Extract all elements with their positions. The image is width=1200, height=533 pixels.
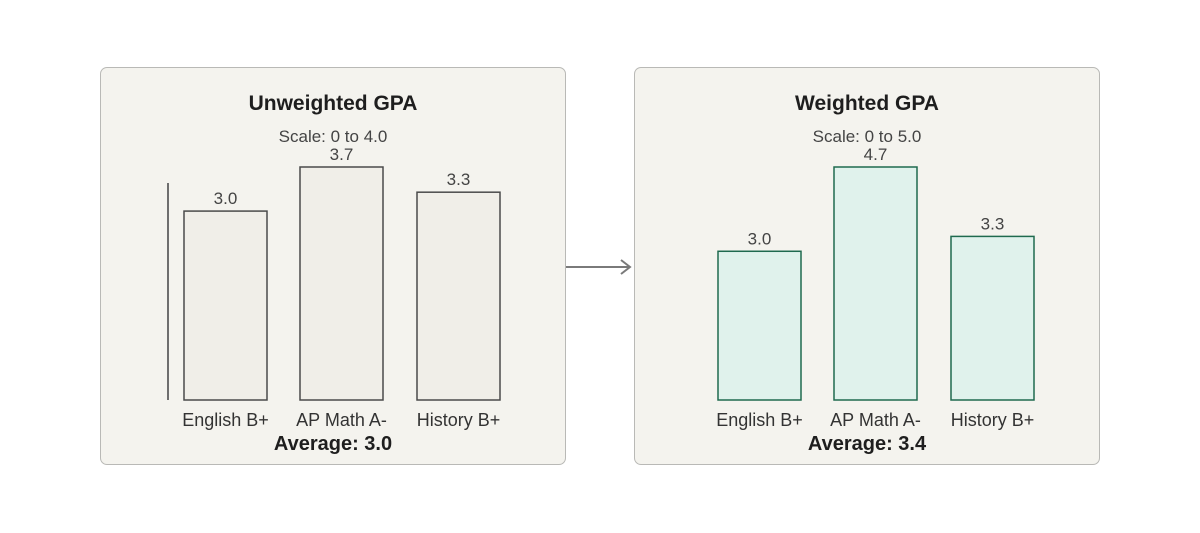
- bar: [950, 235, 1035, 401]
- bar: [416, 191, 501, 401]
- weighted-gpa-panel: Weighted GPA Scale: 0 to 5.0 3.0 English …: [634, 67, 1100, 465]
- arrow-right-icon: [566, 259, 632, 275]
- category-label: AP Math A-: [830, 410, 921, 430]
- weighted-gpa-bar-chart: 3.0 English B+ 4.7 AP Math A- 3.3 History B+: [716, 145, 1035, 430]
- bar-value-label: 3.7: [330, 145, 354, 164]
- bar: [717, 250, 802, 401]
- bar-value-label: 3.0: [214, 189, 238, 208]
- category-label: English B+: [716, 410, 803, 430]
- bar: [299, 166, 384, 401]
- panel-title: Unweighted GPA: [248, 92, 418, 115]
- category-label: English B+: [182, 410, 269, 430]
- bar: [833, 166, 918, 401]
- unweighted-gpa-bar-chart: 3.0 English B+ 3.7 AP Math A- 3.3 History B+: [167, 145, 501, 430]
- category-label: History B+: [951, 410, 1035, 430]
- average-label: Average: 3.0: [273, 433, 393, 455]
- bar-value-label: 3.3: [981, 214, 1005, 233]
- bar-value-label: 3.0: [748, 229, 772, 248]
- panel-subtitle: Scale: 0 to 4.0: [278, 127, 388, 146]
- average-label: Average: 3.4: [807, 433, 927, 455]
- bar-value-label: 4.7: [864, 145, 888, 164]
- category-label: AP Math A-: [296, 410, 387, 430]
- category-label: History B+: [417, 410, 501, 430]
- panel-title: Weighted GPA: [795, 92, 939, 115]
- bar: [183, 210, 268, 401]
- bar-value-label: 3.3: [447, 170, 471, 189]
- unweighted-gpa-panel: Unweighted GPA Scale: 0 to 4.0 3.0 Englis…: [100, 67, 566, 465]
- panel-subtitle: Scale: 0 to 5.0: [812, 127, 922, 146]
